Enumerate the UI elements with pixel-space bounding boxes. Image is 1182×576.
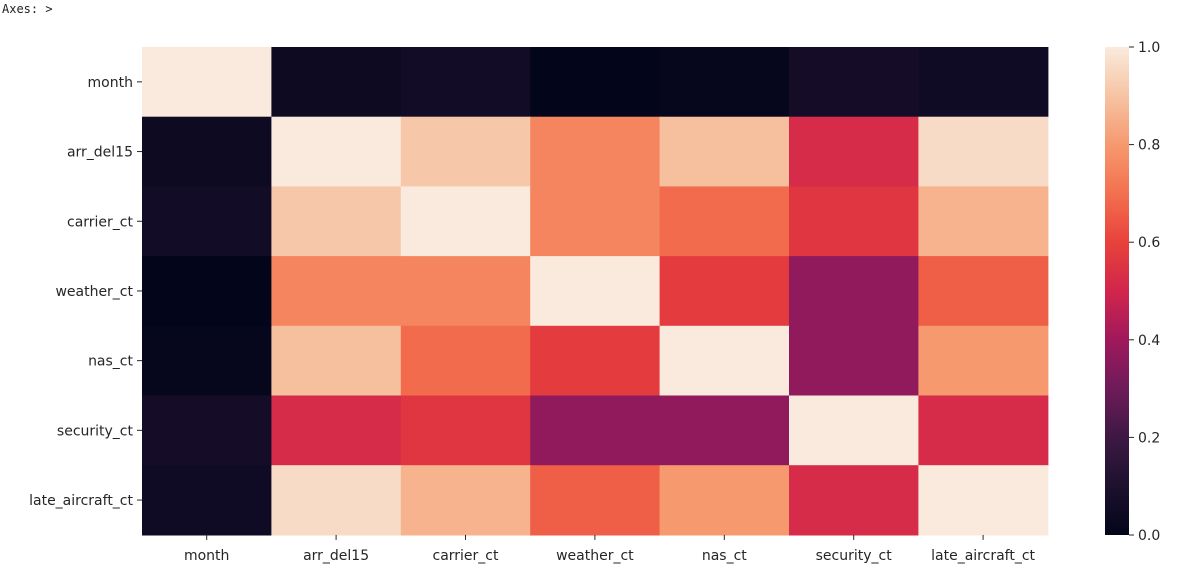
axes-repr-text: Axes: >	[2, 2, 53, 16]
x-tick-label: security_ct	[816, 548, 893, 564]
heatmap-cell-month-nas_ct	[659, 47, 790, 118]
heatmap-cell-weather_ct-month	[142, 256, 272, 327]
heatmap-cell-security_ct-late_aircraft_ct	[918, 395, 1049, 466]
heatmap-cell-arr_del15-month	[142, 116, 272, 187]
heatmap-cell-weather_ct-weather_ct	[530, 256, 661, 327]
x-tick-label: arr_del15	[303, 548, 369, 564]
y-tick-label: security_ct	[57, 423, 134, 439]
heatmap-cell-carrier_ct-arr_del15	[271, 186, 402, 257]
heatmap-cell-security_ct-carrier_ct	[400, 395, 531, 466]
x-tick-label: nas_ct	[702, 548, 747, 564]
heatmap-cell-security_ct-nas_ct	[659, 395, 790, 466]
y-tick-label: nas_ct	[88, 354, 133, 370]
heatmap-cell-carrier_ct-late_aircraft_ct	[918, 186, 1049, 257]
heatmap-cell-month-security_ct	[789, 47, 919, 118]
heatmap-cell-weather_ct-carrier_ct	[400, 256, 531, 327]
heatmap-cell-carrier_ct-security_ct	[789, 186, 919, 257]
heatmap-cell-nas_ct-late_aircraft_ct	[918, 325, 1049, 397]
heatmap-cell-late_aircraft_ct-arr_del15	[271, 465, 402, 536]
heatmap-cell-month-carrier_ct	[400, 47, 531, 118]
x-tick-label: weather_ct	[556, 548, 634, 564]
heatmap-cell-weather_ct-security_ct	[789, 256, 919, 327]
x-tick-label: month	[184, 548, 229, 564]
heatmap-cell-late_aircraft_ct-carrier_ct	[400, 465, 531, 536]
heatmap-cell-carrier_ct-weather_ct	[530, 186, 661, 257]
heatmap-cell-nas_ct-weather_ct	[530, 325, 661, 397]
heatmap-cell-carrier_ct-month	[142, 186, 272, 257]
heatmap-cell-late_aircraft_ct-weather_ct	[530, 465, 661, 536]
heatmap-cells	[142, 47, 1049, 536]
heatmap-cell-carrier_ct-carrier_ct	[400, 186, 531, 257]
y-tick-label: month	[88, 75, 133, 91]
heatmap-cell-security_ct-security_ct	[789, 395, 919, 466]
heatmap-cell-security_ct-month	[142, 395, 272, 466]
heatmap-cell-weather_ct-late_aircraft_ct	[918, 256, 1049, 327]
heatmap-cell-nas_ct-security_ct	[789, 325, 919, 397]
heatmap-cell-late_aircraft_ct-month	[142, 465, 272, 536]
heatmap-cell-arr_del15-weather_ct	[530, 116, 661, 187]
x-tick-label: late_aircraft_ct	[931, 548, 1035, 564]
y-tick-labels: month arr_del15 carrier_ct weather_ct nas_ct…	[29, 75, 142, 509]
heatmap-cell-arr_del15-security_ct	[789, 116, 919, 187]
heatmap-cell-month-weather_ct	[530, 47, 661, 118]
heatmap-cell-weather_ct-arr_del15	[271, 256, 402, 327]
heatmap-cell-late_aircraft_ct-late_aircraft_ct	[918, 465, 1049, 536]
colorbar-tick-label: 1.0	[1138, 40, 1160, 56]
y-tick-label: late_aircraft_ct	[29, 493, 133, 509]
heatmap-cell-nas_ct-arr_del15	[271, 325, 402, 397]
colorbar-tick-label: 0.0	[1138, 528, 1160, 544]
heatmap-cell-arr_del15-carrier_ct	[400, 116, 531, 187]
colorbar-gradient	[1105, 47, 1129, 535]
colorbar-tick-label: 0.4	[1138, 333, 1160, 349]
heatmap-cell-month-arr_del15	[271, 47, 402, 118]
heatmap-cell-month-month	[142, 47, 272, 118]
y-tick-label: carrier_ct	[67, 214, 133, 230]
colorbar-tick-label: 0.6	[1138, 235, 1160, 251]
colorbar: 0.0 0.2 0.4 0.6 0.8 1.0	[1105, 40, 1160, 544]
heatmap-cell-weather_ct-nas_ct	[659, 256, 790, 327]
heatmap-cell-nas_ct-nas_ct	[659, 325, 790, 397]
heatmap-cell-nas_ct-month	[142, 325, 272, 397]
x-tick-labels: month arr_del15 carrier_ct weather_ct nas_ct…	[184, 534, 1036, 564]
y-tick-label: weather_ct	[55, 284, 133, 300]
y-tick-label: arr_del15	[67, 145, 133, 161]
heatmap-cell-nas_ct-carrier_ct	[400, 325, 531, 397]
colorbar-tick-label: 0.8	[1138, 138, 1160, 154]
heatmap-cell-security_ct-arr_del15	[271, 395, 402, 466]
x-tick-label: carrier_ct	[433, 548, 499, 564]
heatmap-cell-late_aircraft_ct-security_ct	[789, 465, 919, 536]
heatmap-cell-arr_del15-nas_ct	[659, 116, 790, 187]
colorbar-tick-label: 0.2	[1138, 430, 1160, 446]
heatmap-cell-arr_del15-arr_del15	[271, 116, 402, 187]
heatmap-cell-carrier_ct-nas_ct	[659, 186, 790, 257]
heatmap-cell-arr_del15-late_aircraft_ct	[918, 116, 1049, 187]
heatmap-cell-month-late_aircraft_ct	[918, 47, 1049, 118]
heatmap-cell-security_ct-weather_ct	[530, 395, 661, 466]
heatmap-cell-late_aircraft_ct-nas_ct	[659, 465, 790, 536]
